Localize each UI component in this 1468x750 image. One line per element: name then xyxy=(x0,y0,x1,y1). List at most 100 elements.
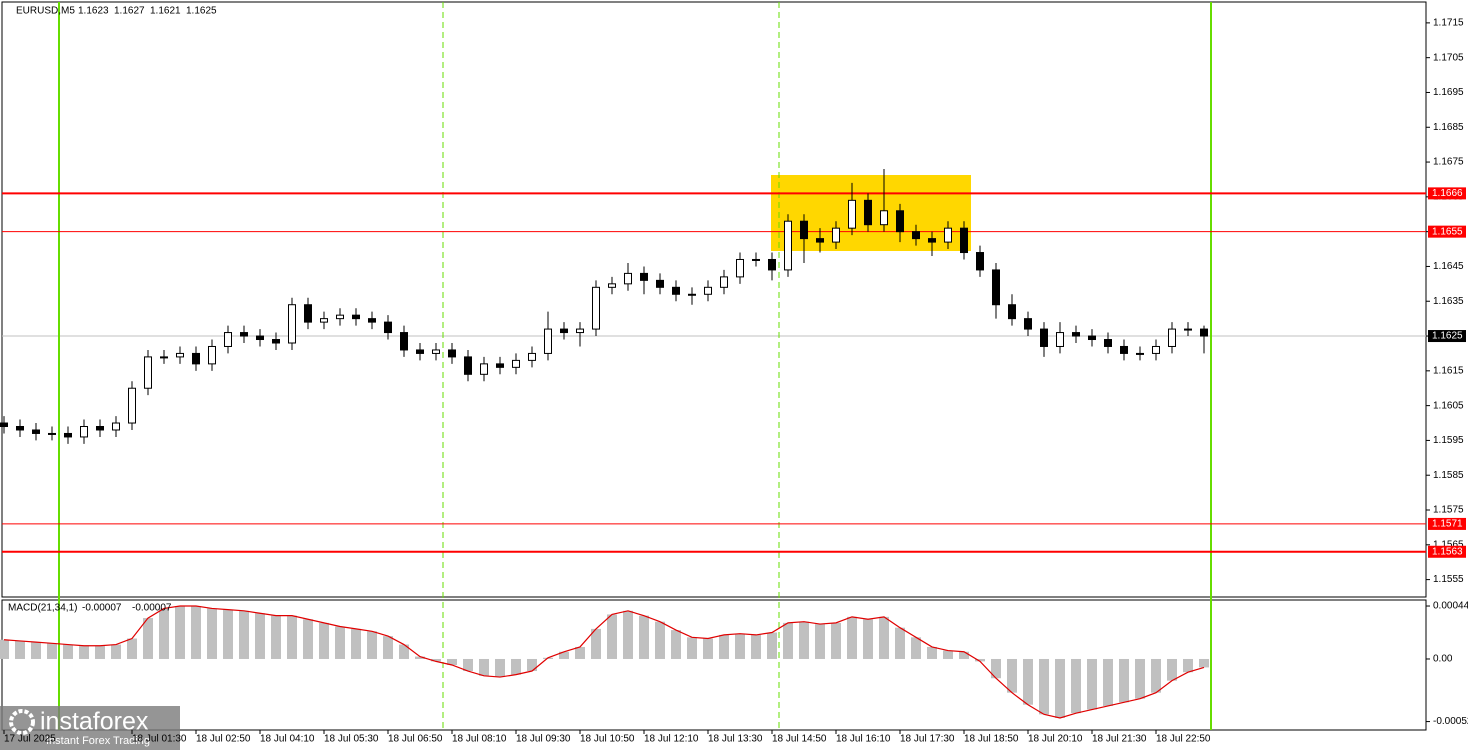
macd-tick-label: 0.00 xyxy=(1433,654,1453,665)
main-frame xyxy=(1,1,1427,598)
macd-bar xyxy=(431,658,441,662)
candle-body xyxy=(544,328,552,354)
level-label-box xyxy=(1428,545,1466,558)
x-tick-label: 18 Jul 22:50 xyxy=(1156,734,1211,745)
x-tick-label: 18 Jul 17:30 xyxy=(900,734,955,745)
macd-bar xyxy=(815,624,825,659)
macd-bar xyxy=(1199,658,1209,668)
macd-bar xyxy=(735,633,745,659)
macd-bar xyxy=(527,658,537,672)
x-tick-label: 18 Jul 09:30 xyxy=(516,734,571,745)
macd-bar xyxy=(991,658,1001,679)
candle-body xyxy=(16,426,24,431)
header-value: 1.1627 xyxy=(114,6,145,17)
candle-body xyxy=(192,352,200,365)
candle-body xyxy=(992,269,1000,306)
macd-bar xyxy=(703,638,713,659)
logo-icon xyxy=(9,709,35,735)
candle-body xyxy=(608,283,616,288)
level-label: 1.1655 xyxy=(1432,226,1463,237)
macd-bar xyxy=(1039,658,1049,715)
macd-bar xyxy=(1023,658,1033,705)
macd-bar xyxy=(223,609,233,659)
x-tick-label: 18 Jul 21:30 xyxy=(1092,734,1147,745)
candle-body xyxy=(1120,345,1128,354)
logo-tagline: Instant Forex Trading xyxy=(46,735,150,747)
macd-bar xyxy=(959,651,969,659)
level-label-box xyxy=(1428,225,1466,238)
candle-body xyxy=(1152,345,1160,354)
level-label-box xyxy=(1428,187,1466,200)
macd-bar xyxy=(1007,658,1017,693)
y-tick-label: 1.1595 xyxy=(1433,435,1464,446)
x-tick-label: 18 Jul 18:50 xyxy=(964,734,1019,745)
x-tick-label: 18 Jul 06:50 xyxy=(388,734,443,745)
macd-bar xyxy=(767,632,777,659)
macd-bar xyxy=(495,658,505,678)
macd-bar xyxy=(559,651,569,659)
macd-bar xyxy=(751,634,761,659)
y-tick-label: 1.1645 xyxy=(1433,261,1464,272)
macd-bar xyxy=(479,658,489,676)
candle-body xyxy=(1056,332,1064,347)
candle-body xyxy=(768,258,776,271)
y-tick-label: 1.1585 xyxy=(1433,470,1464,481)
macd-bar xyxy=(399,644,409,659)
candle-body xyxy=(672,286,680,295)
candle-body xyxy=(416,349,424,354)
candle-body xyxy=(864,199,872,226)
level-label-box xyxy=(1428,517,1466,530)
x-tick-label: 18 Jul 13:30 xyxy=(708,734,763,745)
candle-body xyxy=(352,314,360,320)
symbol: EURUSD,M5 xyxy=(16,6,75,17)
candle-body xyxy=(1200,328,1208,337)
candle-body xyxy=(1184,328,1192,331)
candle-body xyxy=(64,432,72,438)
candle-body xyxy=(272,339,280,344)
macd-bar xyxy=(303,619,313,659)
macd-bar xyxy=(351,628,361,659)
candle-body xyxy=(224,332,232,347)
y-tick-label: 1.1675 xyxy=(1433,157,1464,168)
header-value: 1.1625 xyxy=(186,6,217,17)
macd-bar xyxy=(1071,658,1081,714)
candle-body xyxy=(848,199,856,229)
candle-body xyxy=(288,304,296,344)
macd-bar xyxy=(719,634,729,659)
last-price-label: 1.1625 xyxy=(1432,331,1463,342)
candle-body xyxy=(1040,328,1048,347)
logo-name: instaforex xyxy=(40,708,149,736)
x-tick-label: 18 Jul 08:10 xyxy=(452,734,507,745)
macd-bar xyxy=(1183,658,1193,673)
macd-bar xyxy=(1103,658,1113,706)
level-label: 1.1571 xyxy=(1432,519,1463,530)
macd-bar xyxy=(799,621,809,659)
macd-bar xyxy=(207,608,217,659)
y-tick-label: 1.1695 xyxy=(1433,87,1464,98)
macd-bar xyxy=(1119,658,1129,703)
macd-bar xyxy=(783,622,793,659)
macd-bar xyxy=(15,640,25,659)
candle-body xyxy=(1024,318,1032,330)
candle-body xyxy=(944,227,952,243)
macd-bar xyxy=(911,637,921,659)
candle-body xyxy=(1072,332,1080,337)
x-tick-label: 18 Jul 14:50 xyxy=(772,734,827,745)
candle-body xyxy=(912,231,920,240)
macd-bar xyxy=(143,618,153,659)
macd-frame xyxy=(1,599,1427,731)
macd-bar xyxy=(31,642,41,659)
candle-body xyxy=(800,220,808,240)
macd-bar xyxy=(975,658,985,662)
candle-body xyxy=(160,356,168,359)
y-tick-label: 1.1705 xyxy=(1433,52,1464,63)
candle-body xyxy=(384,321,392,334)
level-label: 1.1563 xyxy=(1432,546,1463,557)
macd-bar xyxy=(655,621,665,659)
macd-bar xyxy=(687,637,697,659)
macd-bar xyxy=(575,646,585,659)
candle-body xyxy=(736,258,744,278)
candle-body xyxy=(128,387,136,424)
macd-bar xyxy=(271,615,281,659)
macd-header-value: -0.00007 xyxy=(132,603,172,614)
